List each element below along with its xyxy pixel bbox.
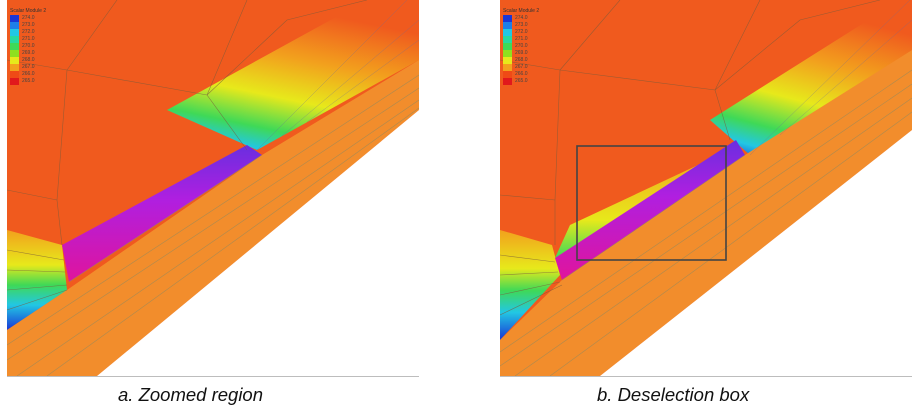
legend-swatch	[503, 36, 512, 43]
legend-value: 268.0	[515, 57, 528, 63]
legend-value: 271.0	[22, 36, 35, 42]
legend-entry: 270.0	[503, 43, 539, 50]
legend-value: 273.0	[515, 22, 528, 28]
color-legend: Scalar Module 2 274.0 273.0 272.0 271.0 …	[503, 9, 539, 85]
legend-value: 269.0	[22, 50, 35, 56]
legend-title: Scalar Module 2	[503, 8, 540, 14]
legend-value: 267.0	[515, 64, 528, 70]
viewport-deselection-box[interactable]: Scalar Module 2 274.0 273.0 272.0 271.0 …	[500, 0, 912, 377]
legend-value: 274.0	[22, 15, 35, 21]
caption-zoomed-region: a. Zoomed region	[118, 384, 264, 405]
legend-entry: 266.0	[503, 71, 539, 78]
legend-swatch	[10, 78, 19, 85]
legend-value: 270.0	[515, 43, 528, 49]
legend-swatch	[503, 22, 512, 29]
legend-value: 268.0	[22, 57, 35, 63]
viewport-zoomed-region[interactable]: Scalar Module 2 274.0 273.0 272.0 271.0 …	[7, 0, 419, 377]
legend-swatch	[503, 15, 512, 22]
legend-entry: 269.0	[10, 50, 46, 57]
legend-swatch	[503, 29, 512, 36]
legend-entry: 267.0	[10, 64, 46, 71]
legend-value: 273.0	[22, 22, 35, 28]
legend-value: 274.0	[515, 15, 528, 21]
legend-swatch	[10, 15, 19, 22]
legend-entry: 274.0	[503, 15, 539, 22]
legend-entry: 272.0	[503, 29, 539, 36]
legend-value: 272.0	[515, 29, 528, 35]
deselection-box[interactable]	[576, 145, 727, 261]
legend-value: 270.0	[22, 43, 35, 49]
legend-swatch	[10, 29, 19, 36]
legend-entry: 266.0	[10, 71, 46, 78]
legend-swatch	[10, 36, 19, 43]
legend-swatch	[10, 64, 19, 71]
legend-swatch	[503, 57, 512, 64]
legend-entry: 272.0	[10, 29, 46, 36]
legend-swatch	[10, 57, 19, 64]
caption-deselection-box: b. Deselection box	[597, 384, 750, 405]
legend-value: 266.0	[515, 71, 528, 77]
legend-value: 266.0	[22, 71, 35, 77]
legend-swatch	[503, 64, 512, 71]
color-legend: Scalar Module 2 274.0 273.0 272.0 271.0 …	[10, 9, 46, 85]
legend-swatch	[10, 50, 19, 57]
legend-value: 265.0	[22, 78, 35, 84]
legend-value: 265.0	[515, 78, 528, 84]
legend-value: 269.0	[515, 50, 528, 56]
legend-entry: 267.0	[503, 64, 539, 71]
legend-entry: 268.0	[10, 57, 46, 64]
legend-value: 271.0	[515, 36, 528, 42]
legend-swatch	[10, 22, 19, 29]
legend-entry: 273.0	[10, 22, 46, 29]
legend-swatch	[503, 50, 512, 57]
legend-swatch	[503, 71, 512, 78]
legend-entry: 273.0	[503, 22, 539, 29]
legend-entry: 271.0	[10, 36, 46, 43]
legend-entry: 265.0	[10, 78, 46, 85]
legend-value: 272.0	[22, 29, 35, 35]
legend-swatch	[10, 43, 19, 50]
legend-entry: 265.0	[503, 78, 539, 85]
legend-swatch	[503, 43, 512, 50]
legend-title: Scalar Module 2	[10, 8, 47, 14]
legend-swatch	[10, 71, 19, 78]
legend-entry: 274.0	[10, 15, 46, 22]
contour-plot-b	[500, 0, 912, 376]
legend-entry: 271.0	[503, 36, 539, 43]
contour-plot-a	[7, 0, 419, 376]
legend-entry: 268.0	[503, 57, 539, 64]
legend-entry: 269.0	[503, 50, 539, 57]
legend-value: 267.0	[22, 64, 35, 70]
legend-entry: 270.0	[10, 43, 46, 50]
legend-swatch	[503, 78, 512, 85]
